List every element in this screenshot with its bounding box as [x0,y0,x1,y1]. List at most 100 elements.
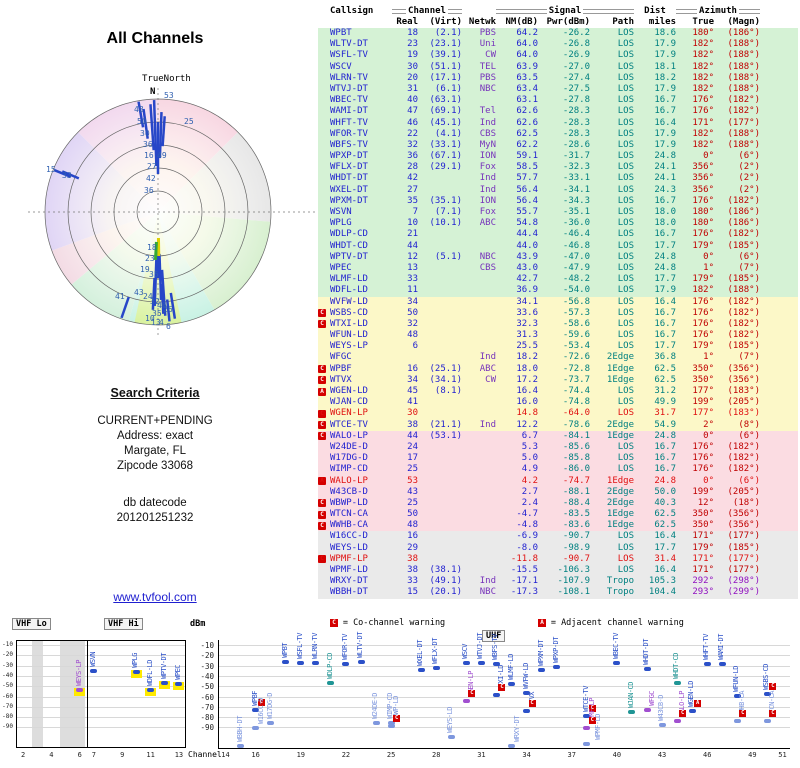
table-row[interactable]: C WGEN-LP 30 14.8 -64.0 LOS 31.7 177° (183°) [318,408,798,420]
table-row[interactable]: WEYS-LD 29 -8.0 -98.9 LOS 17.7 179° (185°) [318,542,798,554]
table-row[interactable]: WSVN 7 (7.1) Fox 55.7 -35.1 LOS 18.0 180° (186°) [318,207,798,219]
signal-marker[interactable] [462,698,470,703]
table-row[interactable]: WFGC Ind 18.2 -72.6 2Edge 36.8 1° (7°) [318,352,798,364]
table-row[interactable]: C WTXI-LD 32 32.3 -58.6 LOS 16.7 176° (182°) [318,318,798,331]
signal-marker[interactable] [312,661,320,666]
signal-marker[interactable] [297,660,305,665]
table-row[interactable]: WXEL-DT 27 Ind 56.4 -34.1 LOS 24.3 356° (2°) [318,184,798,196]
table-row[interactable]: WDFL-LD 11 36.9 -54.0 LOS 17.9 182° (188°) [318,285,798,297]
signal-marker[interactable] [613,661,621,666]
table-row[interactable]: WRXY-DT 33 (49.1) Ind -17.1 -107.9 Tropo 105.3 2… [318,576,798,588]
table-row[interactable]: C WALO-LP 44 (53.1) 6.7 -84.1 1Edge 24.8 0° (6°) [318,430,798,442]
signal-marker[interactable] [718,661,726,666]
table-row[interactable]: C WTCN-CA 50 -4.7 -83.5 1Edge 62.5 350° (356°) [318,509,798,521]
signal-marker[interactable] [175,682,183,687]
signal-marker[interactable] [76,687,84,692]
signal-marker[interactable] [658,723,666,728]
table-row[interactable]: W17DG-D 17 5.0 -85.8 LOS 16.7 176° (182°) [318,453,798,465]
table-row[interactable]: W16CC-D 16 -6.9 -90.7 LOS 16.4 171° (177°) [318,531,798,543]
table-row[interactable]: WLTV-DT 23 (23.1) Uni 64.0 -26.8 LOS 17.9 182° (1… [318,39,798,51]
signal-marker[interactable] [763,691,771,696]
signal-marker[interactable] [523,691,531,696]
signal-marker[interactable] [161,681,169,686]
signal-marker[interactable] [628,709,636,714]
table-row[interactable]: WLRN-TV 20 (17.1) PBS 63.5 -27.4 LOS 18.2 182° (1… [318,72,798,84]
signal-marker[interactable] [90,668,98,673]
table-row[interactable]: C WTVX 34 (34.1) CW 17.2 -73.7 1Edge 62.5 350° (35… [318,374,798,386]
tvfool-link[interactable]: www.tvfool.com [113,590,197,604]
table-row[interactable]: WPMF-LD 38 (38.1) -15.5 -106.3 LOS 16.4 171° (17… [318,565,798,577]
signal-marker[interactable] [447,734,455,739]
signal-marker[interactable] [583,742,591,747]
table-row[interactable]: C WBWP-LD 25 2.4 -88.4 2Edge 40.3 12° (18°) [318,497,798,510]
table-row[interactable]: WPXP-DT 36 (67.1) ION 59.1 -31.7 LOS 24.8 0° (6°) [318,151,798,163]
table-row[interactable]: WPBT 18 (2.1) PBS 64.2 -26.2 LOS 18.6 180° (186°) [318,28,798,40]
table-row[interactable]: C WPBF 16 (25.1) ABC 18.0 -72.8 1Edge 62.5 350° (3… [318,363,798,375]
table-row[interactable]: WVFW-LD 34 34.1 -56.8 LOS 16.4 176° (182°) [318,296,798,308]
signal-marker[interactable] [252,707,260,712]
table-row[interactable]: WHDT-DT 42 Ind 57.7 -33.1 LOS 24.1 356° (2°) [318,173,798,185]
signal-marker[interactable] [237,744,245,749]
table-row[interactable]: A WALO-LP 53 4.2 -74.7 1Edge 24.8 0° (6°) [318,475,798,487]
signal-marker[interactable] [417,667,425,672]
table-row[interactable]: W43CB-D 43 2.7 -88.1 2Edge 50.0 199° (205°) [318,486,798,498]
signal-marker[interactable] [342,661,350,666]
signal-marker[interactable] [432,666,440,671]
signal-marker[interactable] [703,661,711,666]
signal-marker[interactable] [643,707,651,712]
signal-marker[interactable] [387,721,395,726]
signal-marker[interactable] [673,680,681,685]
table-row[interactable]: WIMP-CD 25 4.9 -86.0 LOS 16.7 176° (182°) [318,464,798,476]
table-row[interactable]: C WWHB-CA 48 -4.8 -83.6 1Edge 62.5 350° (356°) [318,520,798,532]
table-row[interactable]: WFUN-LD 48 31.3 -59.6 LOS 16.7 176° (182°) [318,330,798,342]
table-row[interactable]: WBFS-TV 32 (33.1) MyN 62.2 -28.6 LOS 17.9 182° (1… [318,139,798,152]
table-row[interactable]: A WGEN-LD 45 (8.1) 16.4 -74.4 LOS 31.2 177° (183°… [318,386,798,398]
signal-marker[interactable] [673,719,681,724]
signal-marker[interactable] [733,694,741,699]
signal-marker[interactable] [387,723,395,728]
table-row[interactable]: WLMF-LD 33 42.7 -48.2 LOS 17.7 179° (185°) [318,274,798,286]
signal-marker[interactable] [553,665,561,670]
signal-marker[interactable] [282,659,290,664]
signal-marker[interactable] [477,661,485,666]
table-row[interactable]: WSCV 30 (51.1) TEL 63.9 -27.0 LOS 18.1 182° (188°… [318,61,798,73]
signal-marker[interactable] [643,666,651,671]
signal-marker[interactable] [733,718,741,723]
table-row[interactable]: C WSBS-CD 50 33.6 -57.3 LOS 16.7 176° (182°) [318,307,798,319]
signal-marker[interactable] [132,669,140,674]
table-row[interactable]: WBBH-DT 15 (20.1) NBC -17.3 -108.1 Tropo 104.4 2… [318,587,798,599]
table-row[interactable]: WDLP-CD 21 44.4 -46.4 LOS 16.7 176° (182°) [318,229,798,241]
signal-marker[interactable] [492,693,500,698]
table-row[interactable]: WHFT-TV 46 (45.1) Ind 62.6 -28.3 LOS 16.4 171° (1… [318,117,798,129]
table-row[interactable]: C WTCE-TV 38 (21.1) Ind 12.2 -78.6 2Edge 54.9 2°(… [318,419,798,431]
signal-marker[interactable] [538,668,546,673]
table-row[interactable]: WAMI-DT 47 (69.1) Tel 62.6 -28.3 LOS 16.7 176° (1… [318,106,798,118]
table-row[interactable]: WPTV-DT 12 (5.1) NBC 43.9 -47.0 LOS 24.8 0° (6°) [318,251,798,263]
table-row[interactable]: W24DE-D 24 5.3 -85.6 LOS 16.7 176° (182°) [318,441,798,454]
table-row[interactable]: WBEC-TV 40 (63.1) 63.1 -27.8 LOS 16.7 176° (182°… [318,95,798,107]
signal-marker[interactable] [147,688,155,693]
table-row[interactable]: WSFL-TV 19 (39.1) CW 64.0 -26.9 LOS 17.9 182° (18… [318,50,798,62]
signal-marker[interactable] [508,682,516,687]
signal-marker[interactable] [523,708,531,713]
table-row[interactable]: WTVJ-DT 31 (6.1) NBC 63.4 -27.5 LOS 17.9 182° (18… [318,83,798,96]
signal-marker[interactable] [462,660,470,665]
signal-marker[interactable] [763,718,771,723]
table-row[interactable]: WEYS-LP 6 25.5 -53.4 LOS 17.7 179° (185°) [318,341,798,353]
table-row[interactable]: WJAN-CD 41 16.0 -74.8 LOS 49.9 199° (205°) [318,397,798,409]
signal-marker[interactable] [688,709,696,714]
table-row[interactable]: WHDT-CD 44 44.0 -46.8 LOS 17.7 179° (185°) [318,240,798,252]
signal-marker[interactable] [267,721,275,726]
signal-marker[interactable] [492,662,500,667]
signal-marker[interactable] [583,713,591,718]
table-row[interactable]: WPXM-DT 35 (35.1) ION 56.4 -34.3 LOS 16.7 176° (1… [318,195,798,207]
signal-marker[interactable] [357,660,365,665]
table-row[interactable]: WPEC 13 CBS 43.0 -47.9 LOS 24.8 1° (7°) [318,262,798,275]
signal-marker[interactable] [583,726,591,731]
table-row[interactable]: WFOR-TV 22 (4.1) CBS 62.5 -28.3 LOS 17.9 182° (18… [318,128,798,140]
signal-marker[interactable] [372,720,380,725]
signal-marker[interactable] [327,680,335,685]
table-row[interactable]: C WPMF-LP 38 -11.8 -90.7 LOS 31.4 171° (177°) [318,553,798,565]
signal-marker[interactable] [508,743,516,748]
table-row[interactable]: WFLX-DT 28 (29.1) Fox 58.5 -32.3 LOS 24.1 356° (2… [318,162,798,174]
